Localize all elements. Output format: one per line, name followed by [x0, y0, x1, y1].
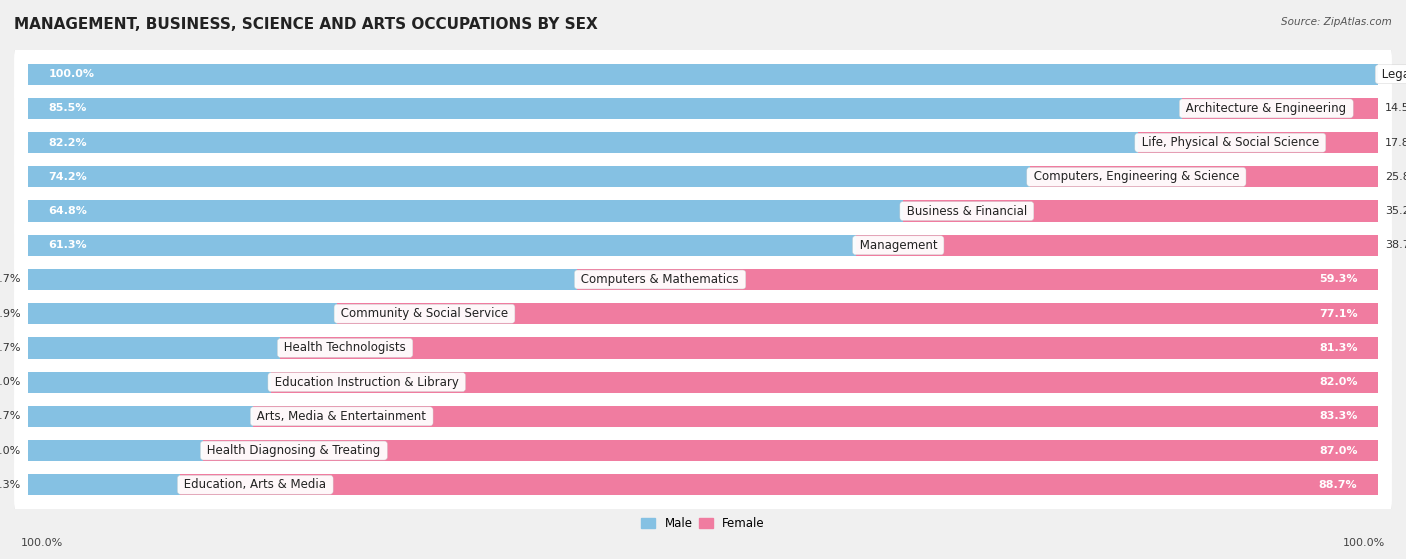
Text: 100.0%: 100.0%: [1343, 538, 1385, 548]
Bar: [28, 372, 271, 393]
Text: Health Technologists: Health Technologists: [280, 342, 411, 354]
Bar: [271, 372, 1378, 393]
FancyBboxPatch shape: [14, 42, 1392, 106]
Text: 82.2%: 82.2%: [48, 138, 87, 148]
Bar: [28, 64, 1378, 85]
Bar: [28, 440, 204, 461]
FancyBboxPatch shape: [6, 442, 1400, 528]
FancyBboxPatch shape: [6, 202, 1400, 288]
FancyBboxPatch shape: [6, 31, 1400, 117]
Text: Education Instruction & Library: Education Instruction & Library: [271, 376, 463, 389]
Text: Community & Social Service: Community & Social Service: [337, 307, 512, 320]
Text: Management: Management: [856, 239, 941, 252]
Text: Education, Arts & Media: Education, Arts & Media: [180, 479, 330, 491]
Text: 40.7%: 40.7%: [0, 274, 21, 285]
Text: 100.0%: 100.0%: [21, 538, 63, 548]
Text: 77.1%: 77.1%: [1319, 309, 1358, 319]
FancyBboxPatch shape: [6, 271, 1400, 357]
FancyBboxPatch shape: [6, 65, 1400, 151]
Bar: [1182, 98, 1378, 119]
Text: Computers, Engineering & Science: Computers, Engineering & Science: [1029, 170, 1243, 183]
FancyBboxPatch shape: [6, 373, 1400, 459]
Text: Life, Physical & Social Science: Life, Physical & Social Science: [1137, 136, 1323, 149]
Legend: Male, Female: Male, Female: [637, 513, 769, 535]
FancyBboxPatch shape: [6, 236, 1400, 323]
Text: 38.7%: 38.7%: [1385, 240, 1406, 250]
FancyBboxPatch shape: [14, 77, 1392, 141]
Text: 16.7%: 16.7%: [0, 411, 21, 421]
Text: 81.3%: 81.3%: [1319, 343, 1358, 353]
FancyBboxPatch shape: [6, 339, 1400, 425]
Text: 100.0%: 100.0%: [48, 69, 94, 79]
FancyBboxPatch shape: [6, 100, 1400, 186]
Bar: [28, 166, 1029, 187]
Bar: [180, 474, 1378, 495]
FancyBboxPatch shape: [6, 408, 1400, 494]
Text: 25.8%: 25.8%: [1385, 172, 1406, 182]
FancyBboxPatch shape: [14, 247, 1392, 312]
Text: Legal Services & Support: Legal Services & Support: [1378, 68, 1406, 80]
FancyBboxPatch shape: [14, 111, 1392, 175]
Bar: [253, 406, 1378, 427]
Text: Source: ZipAtlas.com: Source: ZipAtlas.com: [1281, 17, 1392, 27]
Text: 64.8%: 64.8%: [48, 206, 87, 216]
Text: 35.2%: 35.2%: [1385, 206, 1406, 216]
Text: Arts, Media & Entertainment: Arts, Media & Entertainment: [253, 410, 430, 423]
Bar: [28, 132, 1137, 153]
Bar: [280, 337, 1378, 358]
Bar: [28, 98, 1182, 119]
Bar: [1137, 132, 1378, 153]
Bar: [578, 269, 1378, 290]
Bar: [28, 337, 280, 358]
Text: 74.2%: 74.2%: [48, 172, 87, 182]
Bar: [28, 201, 903, 222]
Text: Health Diagnosing & Treating: Health Diagnosing & Treating: [204, 444, 384, 457]
Text: 18.0%: 18.0%: [0, 377, 21, 387]
Text: 61.3%: 61.3%: [48, 240, 87, 250]
Text: 83.3%: 83.3%: [1319, 411, 1358, 421]
Bar: [856, 235, 1378, 256]
Text: 87.0%: 87.0%: [1319, 446, 1358, 456]
Text: 59.3%: 59.3%: [1319, 274, 1358, 285]
Text: 17.8%: 17.8%: [1385, 138, 1406, 148]
Bar: [204, 440, 1378, 461]
Text: MANAGEMENT, BUSINESS, SCIENCE AND ARTS OCCUPATIONS BY SEX: MANAGEMENT, BUSINESS, SCIENCE AND ARTS O…: [14, 17, 598, 32]
FancyBboxPatch shape: [14, 282, 1392, 346]
Bar: [28, 235, 856, 256]
FancyBboxPatch shape: [14, 316, 1392, 380]
FancyBboxPatch shape: [14, 350, 1392, 414]
Text: 22.9%: 22.9%: [0, 309, 21, 319]
Text: 82.0%: 82.0%: [1319, 377, 1358, 387]
FancyBboxPatch shape: [6, 134, 1400, 220]
Bar: [28, 303, 337, 324]
Text: 13.0%: 13.0%: [0, 446, 21, 456]
Bar: [28, 474, 180, 495]
Bar: [1029, 166, 1378, 187]
FancyBboxPatch shape: [14, 213, 1392, 277]
FancyBboxPatch shape: [14, 179, 1392, 243]
Text: 18.7%: 18.7%: [0, 343, 21, 353]
FancyBboxPatch shape: [6, 305, 1400, 391]
FancyBboxPatch shape: [14, 418, 1392, 482]
Bar: [28, 406, 253, 427]
Text: 11.3%: 11.3%: [0, 480, 21, 490]
Text: Business & Financial: Business & Financial: [903, 205, 1031, 217]
FancyBboxPatch shape: [14, 384, 1392, 448]
FancyBboxPatch shape: [14, 453, 1392, 517]
Text: 85.5%: 85.5%: [48, 103, 87, 113]
FancyBboxPatch shape: [6, 168, 1400, 254]
Text: Architecture & Engineering: Architecture & Engineering: [1182, 102, 1350, 115]
FancyBboxPatch shape: [14, 145, 1392, 209]
Bar: [28, 269, 578, 290]
Text: Computers & Mathematics: Computers & Mathematics: [578, 273, 742, 286]
Bar: [337, 303, 1378, 324]
Text: 14.5%: 14.5%: [1385, 103, 1406, 113]
Text: 88.7%: 88.7%: [1319, 480, 1358, 490]
Bar: [903, 201, 1378, 222]
